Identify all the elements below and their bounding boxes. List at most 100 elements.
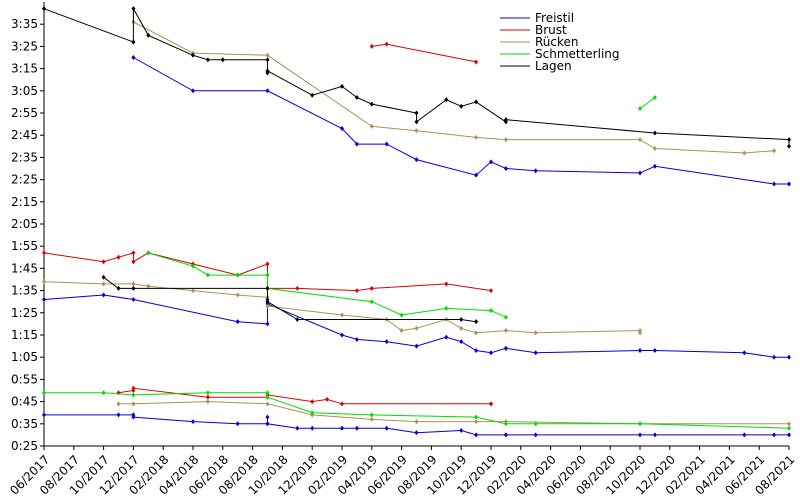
point [503,328,508,334]
point [638,106,642,112]
point [414,128,419,134]
point [384,141,389,147]
y-tick-label: 1:05 [11,350,38,364]
point [787,432,791,438]
point [131,281,136,287]
series-line [118,401,789,425]
point [369,299,374,305]
point [772,432,777,438]
point [146,32,151,38]
point [369,416,374,422]
point [459,325,464,331]
point [131,392,136,398]
point [295,425,300,431]
legend-label: Schmetterling [535,47,620,61]
y-tick-label: 3:35 [11,17,38,31]
point [42,250,46,256]
point [459,103,464,109]
point [131,6,136,12]
point [131,401,136,407]
point [444,97,449,103]
point [414,419,419,425]
point [354,94,359,100]
point [369,43,374,49]
point [742,432,747,438]
point [787,143,791,149]
point [265,52,270,58]
point [414,430,419,436]
point [116,254,121,260]
point [474,99,479,105]
point [638,432,642,438]
point [101,292,106,298]
series-line [133,21,775,154]
point [399,312,404,318]
point [340,83,344,89]
point [295,285,300,291]
y-tick-label: 2:15 [11,195,38,209]
point [220,57,225,63]
point [340,425,344,431]
point [310,425,315,431]
point [459,339,464,345]
point [652,146,657,152]
point [787,354,791,360]
point [533,350,538,356]
point [116,412,121,418]
point [205,57,210,63]
point [474,432,479,438]
point [265,285,270,291]
point [265,57,270,63]
point [787,421,791,427]
y-tick-label: 0:45 [11,395,38,409]
point [191,88,195,94]
point [444,334,449,340]
series-line [43,294,789,358]
point [101,281,106,287]
point [742,150,747,156]
point [384,41,389,47]
y-tick-label: 1:55 [11,239,38,253]
point [42,296,46,302]
point [787,137,791,143]
point [265,394,270,400]
point [474,59,479,65]
point [533,421,538,427]
point [652,94,657,100]
point [503,137,508,143]
point [42,390,46,396]
point [474,419,479,425]
series-line [639,97,656,110]
point [489,350,493,356]
point [652,348,657,354]
y-tick-label: 0:25 [11,439,38,453]
point [638,348,642,354]
point [191,52,195,58]
y-tick-label: 0:35 [11,417,38,431]
series-line [133,57,789,185]
point [638,170,642,176]
point [146,250,151,256]
point [503,345,508,351]
point [131,296,136,302]
point [354,141,359,147]
point [772,181,777,187]
point [384,339,389,345]
point [265,414,270,420]
series-line [44,414,789,436]
point [444,305,449,311]
point [265,421,270,427]
point [116,285,121,291]
point [116,390,121,396]
point [131,55,136,60]
point [772,148,777,154]
point [414,157,419,163]
point [652,163,657,169]
point [42,279,46,285]
y-tick-label: 3:25 [11,39,38,53]
point [235,421,240,427]
point [503,314,508,320]
point [652,432,657,438]
